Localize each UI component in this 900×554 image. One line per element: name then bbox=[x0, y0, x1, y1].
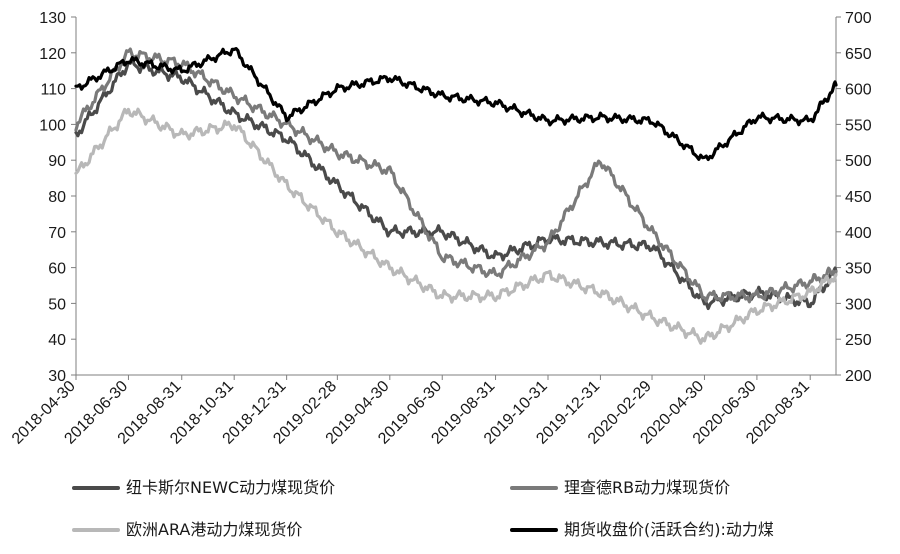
y2-tick-label: 300 bbox=[845, 296, 872, 313]
y2-tick-label: 200 bbox=[845, 368, 872, 385]
legend-label: 纽卡斯尔NEWC动力煤现货价 bbox=[126, 478, 335, 497]
y2-tick-label: 650 bbox=[845, 46, 872, 63]
legend-label: 欧洲ARA港动力煤现货价 bbox=[126, 520, 302, 539]
y-tick-label: 70 bbox=[48, 225, 66, 242]
legend-label: 理查德RB动力煤现货价 bbox=[564, 478, 730, 497]
y-tick-label: 60 bbox=[48, 261, 66, 278]
y-tick-label: 120 bbox=[39, 46, 66, 63]
y2-tick-label: 350 bbox=[845, 261, 872, 278]
y2-tick-label: 500 bbox=[845, 153, 872, 170]
series-line bbox=[74, 56, 838, 311]
legend-label: 期货收盘价(活跃合约):动力煤 bbox=[564, 520, 774, 539]
y2-tick-label: 250 bbox=[845, 332, 872, 349]
y2-tick-label: 600 bbox=[845, 82, 872, 99]
series-line bbox=[74, 107, 838, 345]
y-tick-label: 100 bbox=[39, 117, 66, 134]
y-tick-label: 90 bbox=[48, 153, 66, 170]
y2-tick-label: 450 bbox=[845, 189, 872, 206]
y2-tick-label: 550 bbox=[845, 117, 872, 134]
y-tick-label: 50 bbox=[48, 296, 66, 313]
y-tick-label: 40 bbox=[48, 332, 66, 349]
y2-tick-label: 700 bbox=[845, 10, 872, 27]
series-lines bbox=[74, 46, 838, 345]
series-line bbox=[74, 47, 838, 304]
y-tick-label: 130 bbox=[39, 10, 66, 27]
y-tick-label: 80 bbox=[48, 189, 66, 206]
y2-tick-label: 400 bbox=[845, 225, 872, 242]
y-tick-label: 110 bbox=[40, 82, 66, 99]
series-line bbox=[74, 46, 838, 162]
y-tick-label: 30 bbox=[48, 368, 66, 385]
